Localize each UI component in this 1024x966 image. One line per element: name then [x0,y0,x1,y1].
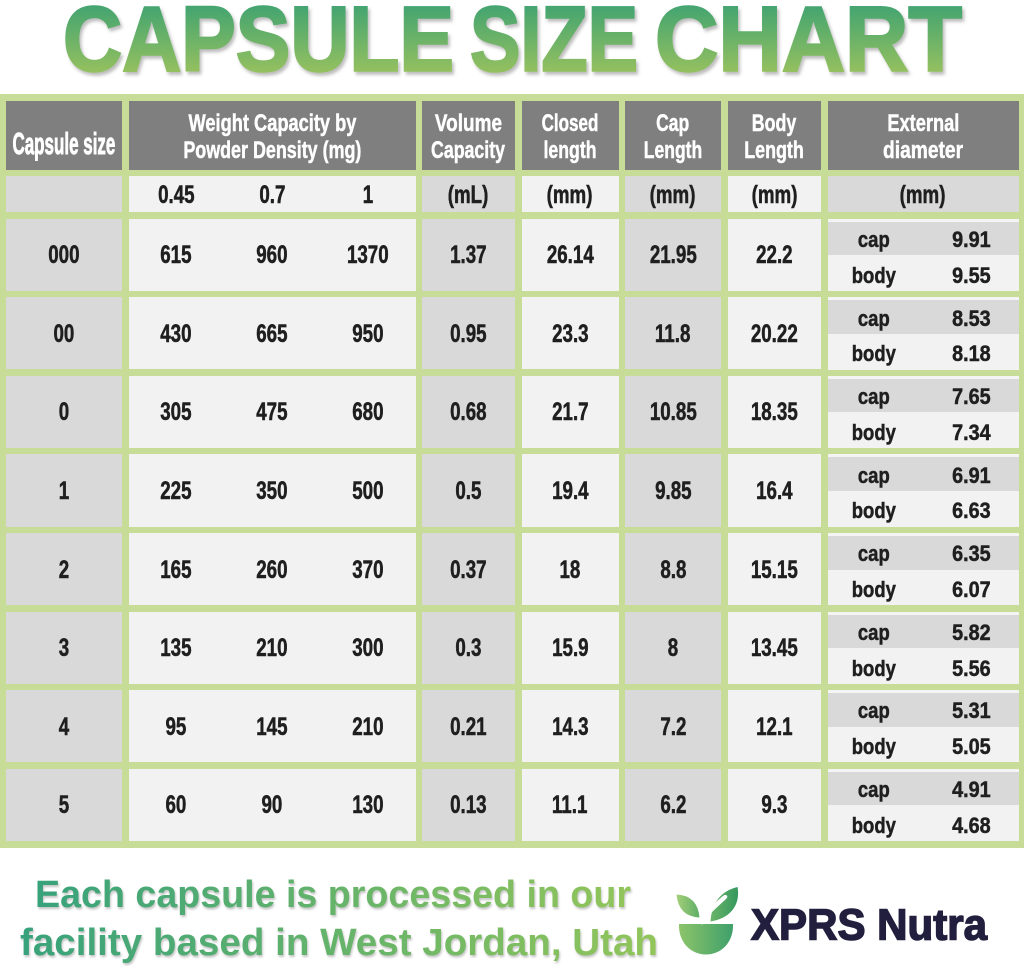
svg-text:facility based in West Jordan,: facility based in West Jordan, Utah [20,922,658,964]
svg-text:XPRS Nutra: XPRS Nutra [751,901,987,950]
svg-text:CAPSULE: CAPSULE [63,0,454,91]
svg-text:Each capsule is processed in o: Each capsule is processed in our [35,874,631,916]
svg-text:SIZE: SIZE [470,0,638,91]
svg-text:CHART: CHART [655,0,962,91]
